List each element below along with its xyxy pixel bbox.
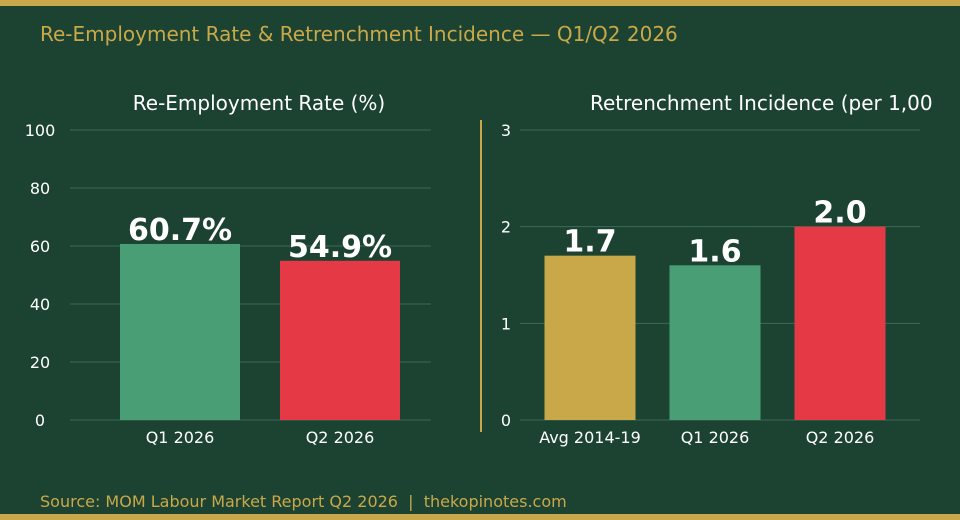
- x-tick-label: Q1 2026: [146, 428, 215, 447]
- x-tick-label: Avg 2014-19: [539, 428, 641, 447]
- data-label: 60.7%: [128, 213, 232, 248]
- source-note: Source: MOM Labour Market Report Q2 2026…: [40, 492, 567, 511]
- x-tick-label: Q1 2026: [681, 428, 750, 447]
- y-tick-label: 1: [501, 314, 511, 333]
- data-label: 1.6: [688, 234, 741, 269]
- bottom-accent-stripe: [0, 514, 960, 520]
- re-employment-rate-chart: Re-Employment Rate (%) 0 20 40 60 80 100 60.7% Q…: [25, 91, 431, 447]
- y-tick-label: 2: [501, 218, 511, 237]
- y-tick-label: 100: [25, 121, 56, 140]
- y-tick-label: 3: [501, 121, 511, 140]
- data-label: 2.0: [813, 196, 866, 231]
- chart-title: Retrenchment Incidence (per 1,00: [590, 91, 933, 115]
- y-tick-label: 0: [501, 411, 511, 430]
- bar-q2-2026: [280, 260, 400, 420]
- bar-avg-2014-19: [544, 255, 636, 420]
- retrenchment-incidence-chart: Retrenchment Incidence (per 1,00 0 1 2 3 1.7 A…: [501, 91, 933, 447]
- page-title: Re-Employment Rate & Retrenchment Incide…: [40, 22, 678, 46]
- y-tick-label: 0: [35, 411, 45, 430]
- y-tick-label: 80: [30, 179, 50, 198]
- chart-title: Re-Employment Rate (%): [133, 91, 385, 115]
- data-label: 54.9%: [288, 230, 392, 265]
- bar-q1-2026: [120, 243, 240, 420]
- x-tick-label: Q2 2026: [306, 428, 375, 447]
- top-accent-stripe: [0, 0, 960, 6]
- y-tick-label: 20: [30, 353, 50, 372]
- bar-q2-2026: [794, 226, 886, 420]
- y-tick-label: 40: [30, 295, 50, 314]
- data-label: 1.7: [563, 225, 616, 260]
- x-tick-label: Q2 2026: [806, 428, 875, 447]
- y-tick-label: 60: [30, 237, 50, 256]
- bar-q1-2026: [669, 265, 761, 420]
